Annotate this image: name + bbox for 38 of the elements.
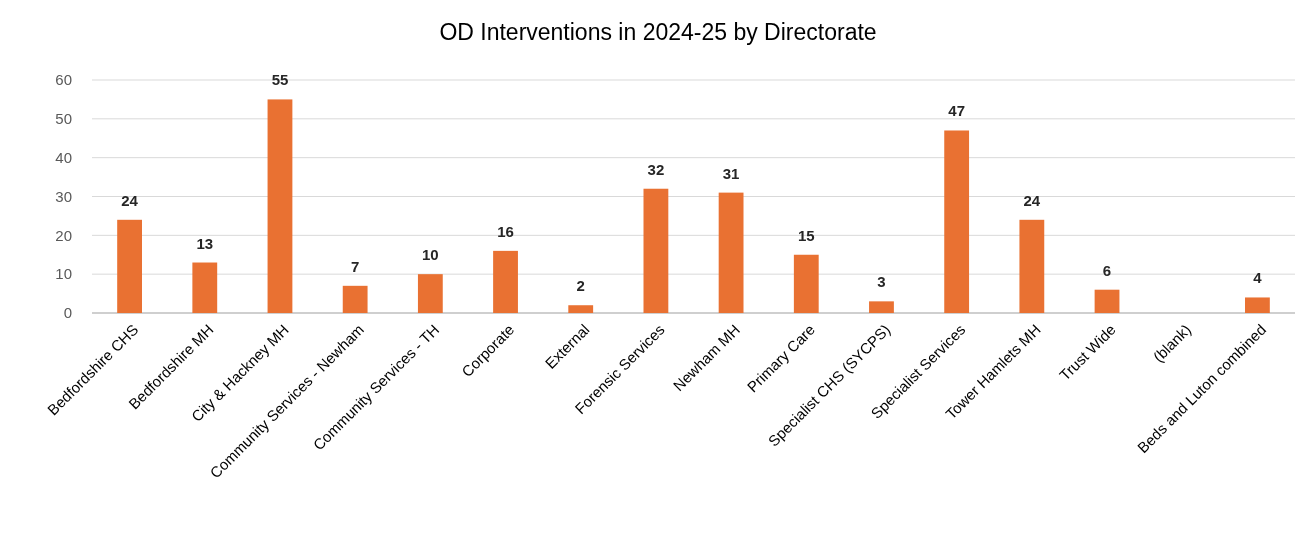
bar [643, 188, 669, 313]
y-tick-label: 40 [55, 148, 72, 166]
bar [192, 262, 218, 313]
y-tick-label: 20 [55, 226, 72, 244]
bar [417, 274, 443, 313]
bar [869, 301, 894, 313]
data-label: 4 [1253, 269, 1263, 287]
data-label: 55 [271, 71, 289, 89]
data-label: 13 [196, 234, 214, 252]
bar [568, 305, 594, 313]
bar [944, 130, 970, 313]
data-label: 3 [877, 273, 886, 291]
y-tick-label: 60 [55, 71, 72, 89]
y-tick-label: 30 [55, 187, 72, 205]
bar [493, 250, 518, 313]
bar [793, 254, 819, 313]
bar [342, 285, 368, 313]
bar [718, 192, 744, 313]
data-label: 16 [497, 222, 514, 240]
bar [1019, 219, 1045, 313]
data-label: 6 [1102, 261, 1112, 279]
data-label: 7 [350, 257, 360, 275]
data-label: 10 [422, 246, 439, 264]
bar [117, 219, 142, 313]
y-tick-label: 50 [55, 110, 72, 128]
data-label: 15 [797, 226, 815, 244]
y-tick-label: 0 [63, 304, 72, 322]
data-label: 24 [1023, 191, 1041, 209]
y-tick-label: 10 [55, 265, 72, 283]
chart-title: OD Interventions in 2024-25 by Directorate [439, 19, 877, 45]
data-label: 2 [576, 277, 585, 295]
bar [267, 99, 293, 313]
data-label: 32 [647, 160, 665, 178]
data-label: 47 [948, 102, 965, 120]
data-label: 24 [121, 191, 139, 209]
data-label: 31 [722, 164, 740, 182]
bar [1245, 297, 1270, 313]
bar [1094, 289, 1120, 313]
